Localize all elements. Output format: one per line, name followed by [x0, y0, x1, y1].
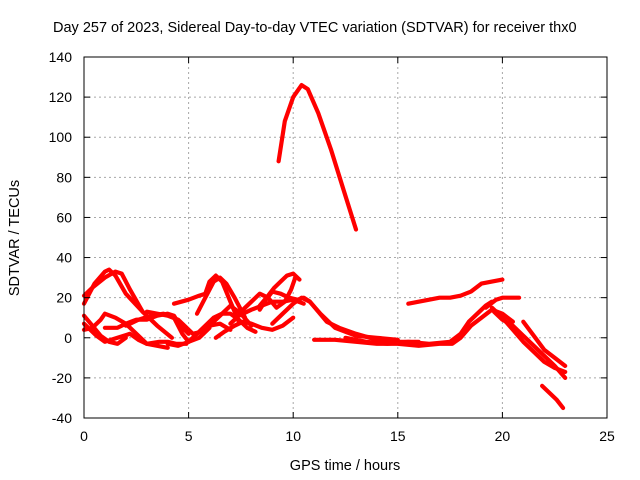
x-tick-label: 25 — [599, 428, 615, 444]
x-tick-label: 5 — [185, 428, 193, 444]
series-line-sat-x — [483, 295, 522, 310]
y-tick-label: 100 — [49, 129, 73, 145]
y-tick-label: 140 — [49, 49, 73, 65]
series-line-sat-t — [270, 295, 421, 344]
x-tick-label: 20 — [495, 428, 511, 444]
plot-frame — [83, 56, 608, 419]
series-line-sat-aa — [521, 319, 568, 368]
x-axis-label: GPS time / hours — [290, 458, 400, 474]
series-line-sat-q — [240, 275, 298, 312]
series-layer — [81, 82, 568, 411]
series-line-sat-i — [144, 309, 233, 336]
y-tick-label: 20 — [56, 290, 72, 306]
y-tick-label: -20 — [52, 370, 72, 386]
y-tick-label: -40 — [52, 410, 72, 426]
grid-lines — [84, 57, 607, 418]
series-line-sat-l — [194, 275, 248, 320]
y-tick-label: 60 — [56, 209, 72, 225]
y-tick-label: 120 — [49, 89, 73, 105]
chart-title: Day 257 of 2023, Sidereal Day-to-day VTE… — [53, 20, 577, 36]
y-tick-label: 80 — [56, 169, 72, 185]
x-tick-label: 0 — [80, 428, 88, 444]
series-line-sat-w — [406, 277, 505, 306]
series-line-sat-ab — [539, 383, 566, 411]
series-line-sat-v — [343, 299, 494, 346]
axis-ticks: 0 5 10 15 20 25 -40 -20 0 20 40 60 80 100 120 140 — [49, 49, 615, 444]
y-tick-label: 40 — [56, 250, 72, 266]
series-line-sat-k — [171, 273, 241, 324]
series-line-sat-z — [491, 309, 568, 380]
y-axis-label: SDTVAR / TECUs — [7, 180, 23, 296]
series-line-sat-o — [213, 315, 296, 340]
series-line-sat-c — [81, 269, 174, 340]
y-tick-label: 0 — [64, 330, 72, 346]
x-tick-label: 10 — [285, 428, 301, 444]
series-line-sat-b — [81, 267, 145, 314]
x-tick-label: 15 — [390, 428, 406, 444]
series-line-sat-a — [276, 82, 359, 232]
series-line-sat-e — [81, 313, 128, 346]
